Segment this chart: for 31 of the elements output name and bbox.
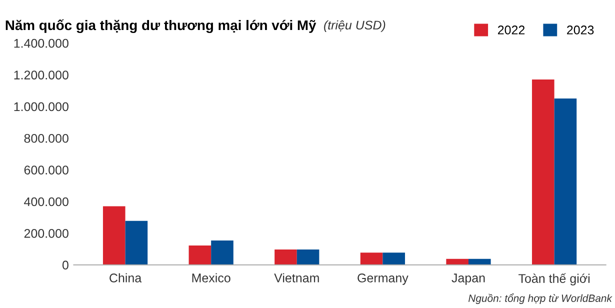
chart-title: Năm quốc gia thặng dư thương mại lớn với Mỹ (6, 19, 316, 33)
text: Nguồn: tổng hợp từ WorldBank (468, 293, 612, 304)
bar (360, 252, 383, 265)
bar (468, 258, 491, 265)
x-tick-label: China (110, 273, 142, 282)
y-tick-label: 1.400.000 (14, 38, 68, 48)
y-tick-label: 600.000 (24, 166, 68, 174)
x-tick-label: Mexico (192, 273, 230, 282)
bar (102, 206, 126, 265)
y-tick-label: 1.200.000 (14, 70, 68, 80)
bar (211, 240, 234, 265)
chart-subtitle: (triệu USD) (324, 20, 386, 32)
bar (446, 258, 468, 265)
x-tick-label: Vietnam (274, 273, 319, 282)
x-tick-label: Japan (452, 274, 485, 285)
bar (382, 252, 405, 265)
x-tick-label: Toàn thế giới (518, 273, 590, 286)
y-tick-label: 400.000 (24, 197, 68, 206)
bar (274, 250, 297, 265)
y-tick-label: 1.000.000 (14, 102, 68, 112)
y-tick-label: 0 (62, 260, 68, 270)
bar (554, 98, 577, 265)
bar (532, 80, 554, 265)
y-tick-label: 800.000 (24, 134, 68, 143)
legend-label: 2022 (498, 26, 525, 34)
bar (188, 246, 212, 265)
y-tick-label: 200.000 (24, 229, 68, 238)
x-tick-label: Germany (358, 274, 408, 285)
bar (125, 220, 148, 265)
bar (296, 250, 320, 265)
legend-label: 2023 (567, 26, 594, 34)
